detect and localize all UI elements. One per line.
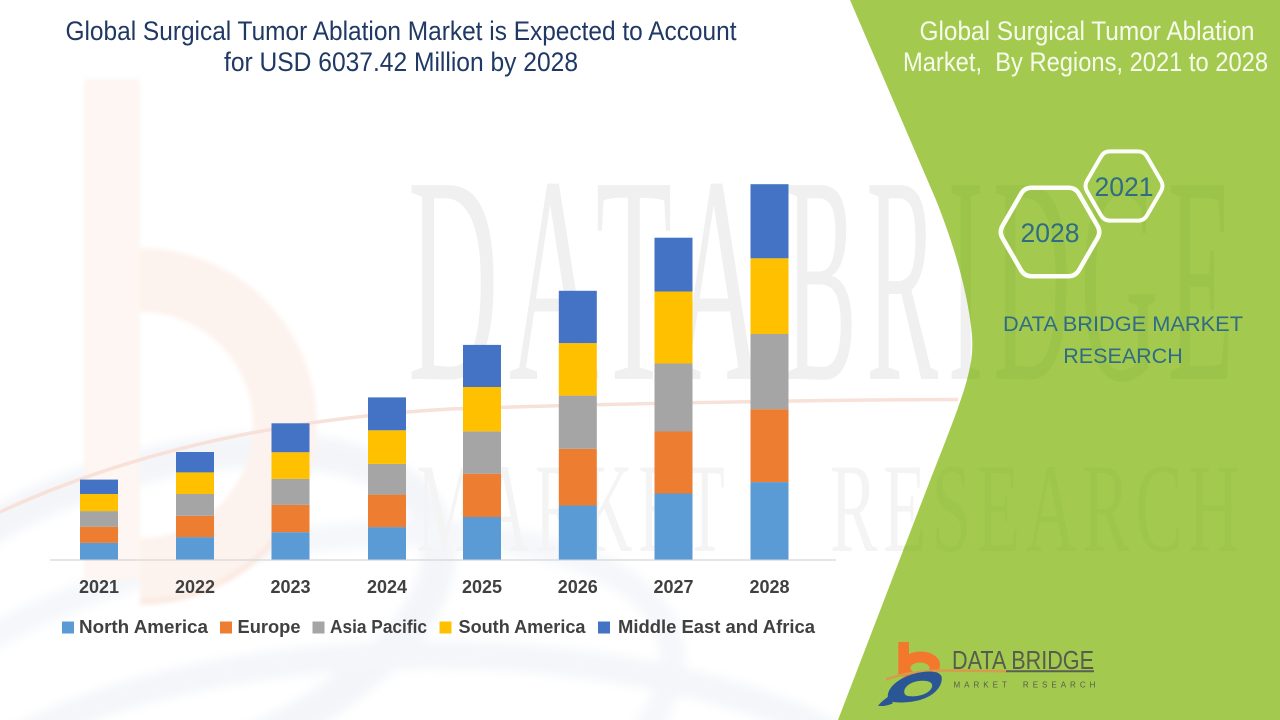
svg-text:Market, By Regions, 2021 to 2: Market, By Regions, 2021 to 2028 — [903, 47, 1268, 77]
svg-text:2025: 2025 — [462, 577, 502, 597]
svg-text:2023: 2023 — [270, 577, 310, 597]
svg-text:Middle East and Africa: Middle East and Africa — [618, 617, 816, 637]
svg-text:2021: 2021 — [79, 577, 119, 597]
svg-text:DATA BRIDGE MARKET: DATA BRIDGE MARKET — [1003, 312, 1243, 336]
svg-text:North America: North America — [79, 617, 209, 637]
svg-text:Global Surgical Tumor Ablation: Global Surgical Tumor Ablation — [920, 16, 1255, 46]
svg-text:South America: South America — [459, 617, 587, 637]
svg-text:for USD 6037.42 Million by 202: for USD 6037.42 Million by 2028 — [224, 47, 578, 77]
svg-text:Europe: Europe — [238, 617, 301, 637]
svg-text:Global Surgical Tumor Ablation: Global Surgical Tumor Ablation Market is… — [66, 16, 738, 46]
svg-text:Asia Pacific: Asia Pacific — [330, 617, 427, 637]
svg-text:2028: 2028 — [749, 577, 789, 597]
svg-text:2028: 2028 — [1021, 218, 1080, 248]
svg-text:2024: 2024 — [367, 577, 407, 597]
svg-text:2021: 2021 — [1095, 172, 1154, 202]
svg-text:MARKET RESEARCH: MARKET RESEARCH — [954, 681, 1100, 690]
svg-text:RESEARCH: RESEARCH — [1063, 344, 1182, 368]
svg-text:DATA BRIDGE: DATA BRIDGE — [952, 645, 1094, 675]
svg-text:2027: 2027 — [653, 577, 693, 597]
svg-text:2026: 2026 — [558, 577, 598, 597]
svg-text:2022: 2022 — [175, 577, 215, 597]
